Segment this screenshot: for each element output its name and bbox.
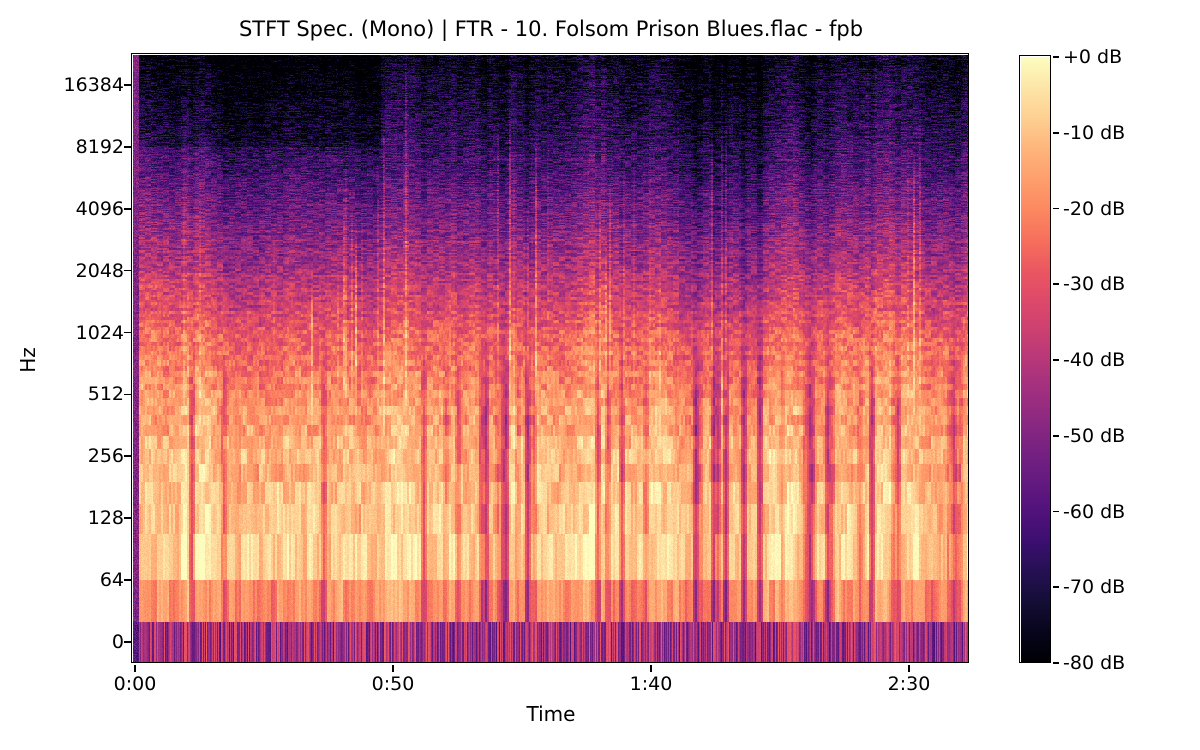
y-tick-label: 0: [111, 631, 124, 653]
y-tick-label: 4096: [75, 197, 124, 220]
x-tick-label: 0:50: [371, 673, 415, 695]
colorbar-tick-mark: [1052, 510, 1060, 513]
y-tick-label: 8192: [75, 135, 124, 158]
colorbar-tick-mark: [1052, 586, 1060, 589]
colorbar-tick-label: +0 dB: [1063, 46, 1123, 68]
y-tick-mark: [124, 455, 132, 458]
x-tick-label: 1:40: [629, 673, 673, 695]
colorbar-tick-mark: [1052, 283, 1060, 286]
colorbar-tick-mark: [1052, 434, 1060, 437]
colorbar-tick-label: -70 dB: [1063, 576, 1126, 599]
y-tick-mark: [124, 393, 132, 396]
chart-title: STFT Spec. (Mono) | FTR - 10. Folsom Pri…: [238, 17, 864, 41]
x-tick-mark: [650, 664, 652, 672]
colorbar-tick-label: -20 dB: [1063, 197, 1126, 220]
x-tick-label: 0:00: [113, 673, 157, 695]
y-tick-mark: [124, 641, 132, 643]
y-tick-mark: [124, 331, 132, 334]
colorbar-tick-mark: [1052, 56, 1060, 58]
colorbar-tick-mark: [1052, 662, 1060, 664]
y-tick-label: 2048: [75, 259, 124, 282]
colorbar-tick-label: -10 dB: [1063, 121, 1126, 144]
y-tick-mark: [124, 146, 132, 148]
colorbar-tick-mark: [1052, 207, 1060, 210]
y-tick-mark: [124, 84, 132, 86]
spectrogram-heatmap: [133, 55, 969, 663]
colorbar-tick-mark: [1052, 359, 1060, 361]
y-tick-label: 128: [87, 507, 124, 530]
y-tick-label: 256: [87, 445, 124, 468]
x-axis-label: Time: [526, 702, 576, 726]
colorbar-gradient: [1021, 57, 1051, 663]
y-tick-mark: [124, 579, 132, 581]
x-tick-label: 2:30: [887, 673, 931, 695]
x-tick-mark: [392, 664, 394, 672]
y-tick-mark: [124, 269, 132, 272]
x-tick-mark: [908, 664, 910, 672]
y-tick-label: 1024: [75, 321, 124, 344]
y-tick-label: 512: [87, 383, 124, 406]
colorbar-tick-label: -40 dB: [1063, 349, 1126, 371]
y-tick-label: 64: [99, 569, 124, 591]
y-tick-mark: [124, 207, 132, 210]
y-tick-mark: [124, 517, 132, 519]
colorbar-tick-label: -60 dB: [1063, 500, 1126, 523]
y-tick-label: 16384: [63, 74, 124, 96]
y-axis-label: Hz: [16, 347, 40, 373]
colorbar-tick-label: -50 dB: [1063, 424, 1126, 447]
colorbar-tick-mark: [1052, 131, 1060, 134]
colorbar-tick-label: -30 dB: [1063, 273, 1126, 296]
colorbar-tick-label: -80 dB: [1063, 652, 1126, 674]
x-tick-mark: [134, 664, 136, 672]
